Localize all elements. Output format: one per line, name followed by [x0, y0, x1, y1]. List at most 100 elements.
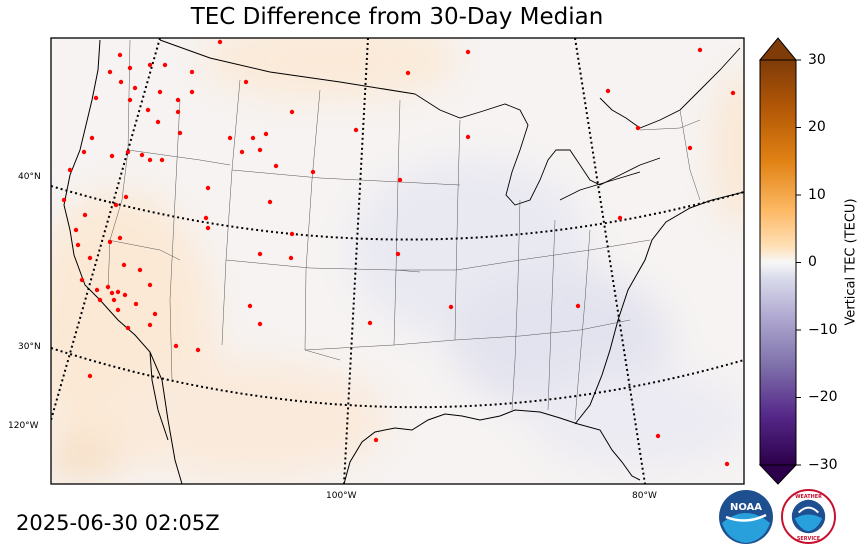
station-marker [61, 197, 67, 203]
station-marker [73, 227, 79, 233]
station-marker [79, 277, 85, 283]
station-marker [257, 321, 263, 327]
station-marker [367, 320, 373, 326]
station-marker [227, 135, 233, 141]
station-marker [121, 262, 127, 268]
station-marker [173, 343, 179, 349]
station-marker [373, 437, 379, 443]
colorbar-high-extension [758, 37, 798, 61]
station-marker [687, 145, 693, 151]
colorbar-tick-marks [796, 59, 801, 466]
nws-logo: WEATHER SERVICE [781, 489, 836, 544]
station-marker [195, 347, 201, 353]
colorbar-tick-label: −20 [808, 389, 838, 405]
station-marker [109, 153, 115, 159]
station-marker [125, 325, 131, 331]
colorbar-low-extension [758, 464, 798, 485]
station-marker [152, 311, 158, 317]
station-marker [132, 85, 138, 91]
station-marker [111, 297, 117, 303]
station-marker [125, 149, 131, 155]
station-marker [93, 95, 99, 101]
station-marker [89, 135, 95, 141]
station-marker [617, 215, 623, 221]
station-marker [137, 267, 143, 273]
latitude-label-30n: 30°N [18, 342, 41, 352]
colorbar-tick-label: 10 [808, 187, 826, 203]
station-marker [263, 131, 269, 137]
station-marker [115, 307, 121, 313]
station-marker [118, 79, 124, 85]
station-marker [730, 90, 736, 96]
station-marker [605, 88, 611, 94]
station-marker [250, 135, 256, 141]
station-marker [465, 134, 471, 140]
station-marker [189, 89, 195, 95]
station-marker [147, 157, 153, 163]
coastline [63, 39, 744, 484]
station-marker [635, 125, 641, 131]
station-marker [655, 433, 661, 439]
station-marker [155, 119, 161, 125]
station-marker [127, 65, 133, 71]
colorbar-tick-label: −30 [808, 457, 838, 473]
station-marker [87, 373, 93, 379]
station-marker [189, 69, 195, 75]
svg-text:SERVICE: SERVICE [797, 536, 820, 542]
latitude-label-40n: 40°N [18, 172, 41, 182]
svg-text:NOAA: NOAA [730, 502, 762, 513]
station-marker [147, 282, 153, 288]
station-marker [122, 292, 128, 298]
colorbar-tick-label: 0 [808, 254, 817, 270]
station-marker [133, 301, 139, 307]
station-marker [157, 89, 163, 95]
colorbar [758, 37, 801, 485]
station-marker [288, 255, 294, 261]
station-marker [243, 79, 249, 85]
station-marker [217, 39, 223, 45]
svg-text:WEATHER: WEATHER [795, 494, 822, 500]
station-marker [117, 52, 123, 58]
state-borders [107, 39, 701, 421]
station-markers [61, 39, 736, 467]
station-marker [139, 152, 145, 158]
station-marker [465, 49, 471, 55]
station-marker [147, 322, 153, 328]
station-marker [115, 289, 121, 295]
station-marker [205, 225, 211, 231]
station-marker [175, 97, 181, 103]
colorbar-tick-label: 20 [808, 119, 826, 135]
graticule [51, 38, 744, 484]
chart-title: TEC Difference from 30-Day Median [190, 4, 604, 30]
station-marker [353, 127, 359, 133]
station-marker [203, 215, 209, 221]
station-marker [257, 147, 263, 153]
station-marker [289, 109, 295, 115]
station-marker [117, 235, 123, 241]
colorbar-label: Vertical TEC (TECU) [843, 198, 859, 326]
station-marker [109, 290, 115, 296]
station-marker [575, 303, 581, 309]
station-marker [67, 167, 73, 173]
station-marker [147, 62, 153, 68]
station-marker [177, 130, 183, 136]
station-marker [247, 303, 253, 309]
station-marker [448, 304, 454, 310]
station-marker [94, 287, 100, 293]
station-marker [75, 242, 81, 248]
station-marker [175, 109, 181, 115]
station-marker [87, 255, 93, 261]
station-marker [239, 149, 245, 155]
station-marker [310, 169, 316, 175]
station-marker [405, 70, 411, 76]
station-marker [145, 107, 151, 113]
station-marker [127, 97, 133, 103]
great-lakes [414, 47, 741, 206]
station-marker [395, 251, 401, 257]
tec-field-shading [51, 38, 744, 480]
station-marker [397, 177, 403, 183]
station-marker [107, 239, 113, 245]
station-marker [82, 212, 88, 218]
longitude-label-80w: 80°W [632, 491, 657, 501]
